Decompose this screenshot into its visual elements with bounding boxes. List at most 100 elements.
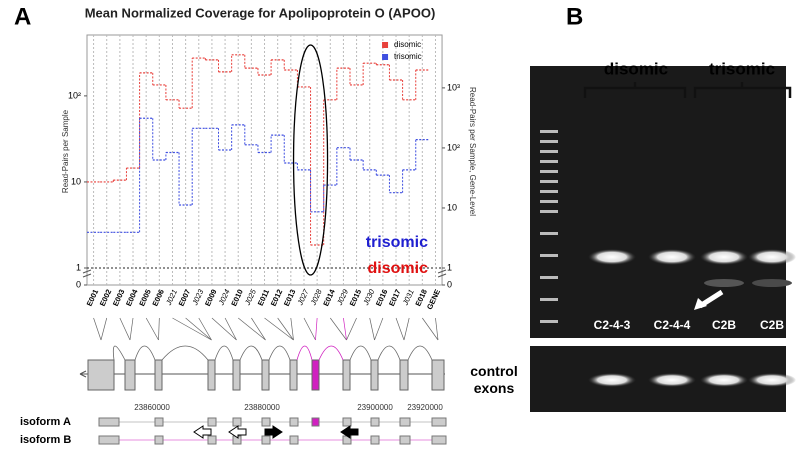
- highlight-ellipse: [292, 44, 329, 276]
- connector: [403, 317, 410, 341]
- junction-arc: [161, 345, 209, 361]
- ladder-band: [540, 150, 558, 153]
- gel-band: [648, 249, 696, 265]
- gel-band: [700, 373, 748, 387]
- exon: [124, 359, 136, 391]
- chart-title: Mean Normalized Coverage for Apolipoprot…: [85, 5, 436, 20]
- x-tick-label: E006: [150, 288, 166, 308]
- control-label: control exons: [470, 363, 517, 396]
- connector: [251, 317, 266, 341]
- isoform-exon: [399, 435, 411, 445]
- gel-band: [588, 373, 636, 387]
- exon: [207, 359, 216, 391]
- x-tick-label: J027: [295, 287, 311, 307]
- connector: [238, 317, 266, 341]
- ladder-band: [540, 210, 558, 213]
- connector: [264, 317, 294, 341]
- isoform-label: isoform A: [20, 416, 71, 428]
- isoform-exon: [154, 417, 164, 427]
- gene-model: 23860000 23880000 23900000 23920000 isoform …: [20, 317, 447, 446]
- lane-label: C2B: [760, 318, 784, 332]
- connector: [185, 317, 212, 341]
- y-tick-label: 1: [76, 262, 81, 272]
- isoform-exon: [261, 417, 271, 427]
- legend-swatch: [382, 42, 389, 48]
- y-axis-label: Read-Pairs per Sample: [61, 109, 70, 193]
- ladder-band: [540, 190, 558, 193]
- connector: [374, 317, 384, 341]
- primer-arrow: [228, 425, 247, 439]
- connector: [119, 317, 131, 341]
- gel-band: [704, 279, 744, 287]
- connector: [422, 317, 439, 341]
- connector: [290, 317, 294, 341]
- lane-label: C2-4-3: [594, 318, 631, 332]
- ladder-band: [540, 140, 558, 143]
- isoform-exon: [431, 435, 447, 445]
- control-label-line: control: [470, 363, 517, 379]
- exon: [261, 359, 270, 391]
- connector: [198, 317, 212, 341]
- gel-band: [700, 249, 748, 265]
- exon: [289, 359, 298, 391]
- ladder-band: [540, 254, 558, 257]
- group-label: disomic: [604, 59, 668, 78]
- junction-arc: [214, 345, 234, 361]
- primer-arrow: [193, 425, 212, 439]
- brace: [583, 82, 792, 98]
- connector: [369, 317, 375, 341]
- legend-label: disomic: [394, 40, 421, 49]
- isoform-exon: [154, 435, 164, 445]
- x-tick-label: E010: [229, 288, 245, 308]
- isoform-exon: [289, 417, 299, 427]
- y2-tick-label: 10: [447, 202, 457, 212]
- isoform-exon: [342, 417, 352, 427]
- exon: [311, 359, 320, 391]
- exon: [154, 359, 163, 391]
- lane-label: C2B: [712, 318, 736, 332]
- junction-arc: [377, 345, 401, 361]
- connector: [129, 317, 134, 341]
- y2-tick-label: 1: [447, 262, 452, 272]
- ladder-band: [540, 180, 558, 183]
- isoform-exon: [98, 435, 120, 445]
- isoform-label: isoform B: [20, 434, 71, 446]
- isoform-exon: [261, 435, 271, 445]
- ladder-band: [540, 130, 558, 133]
- coordinate-label: 23920000: [407, 403, 443, 412]
- y2-axis-label: Read-Pairs per Sample, Gene-Level: [468, 87, 477, 216]
- junction-arc: [239, 345, 263, 361]
- isoform-exon: [370, 435, 380, 445]
- gel: disomic trisomic C2-4-3 C2-4-4 C2B C2B control…: [470, 59, 796, 412]
- isoform-exon: [399, 417, 411, 427]
- ladder-band: [540, 160, 558, 163]
- gel-band: [648, 373, 696, 387]
- isoform-exon: [232, 417, 242, 427]
- connector: [435, 317, 439, 341]
- junction-arc: [407, 345, 433, 361]
- connector: [211, 317, 237, 341]
- y2-tick-label: 10²: [447, 142, 460, 152]
- coordinate-label: 23900000: [357, 403, 393, 412]
- gel-band: [752, 279, 792, 287]
- gel-band: [588, 249, 636, 265]
- connector: [329, 317, 347, 341]
- x-tick-label: E013: [282, 288, 298, 308]
- lane-label: C2-4-4: [654, 318, 691, 332]
- junction-arc: [134, 345, 156, 361]
- coordinate-label: 23880000: [244, 403, 280, 412]
- legend-swatch: [382, 54, 389, 60]
- x-tick-label: E015: [348, 288, 364, 308]
- ladder-band: [540, 276, 558, 279]
- panel-label: B: [566, 3, 583, 30]
- connector: [224, 317, 237, 341]
- ladder-band: [540, 232, 558, 235]
- isoform-exon: [207, 435, 217, 445]
- connector: [346, 317, 357, 341]
- junction-arc: [268, 345, 291, 361]
- gel-band: [748, 373, 796, 387]
- junction-arc: [296, 345, 313, 361]
- connector: [343, 317, 347, 341]
- x-tick-label: E017: [387, 288, 403, 308]
